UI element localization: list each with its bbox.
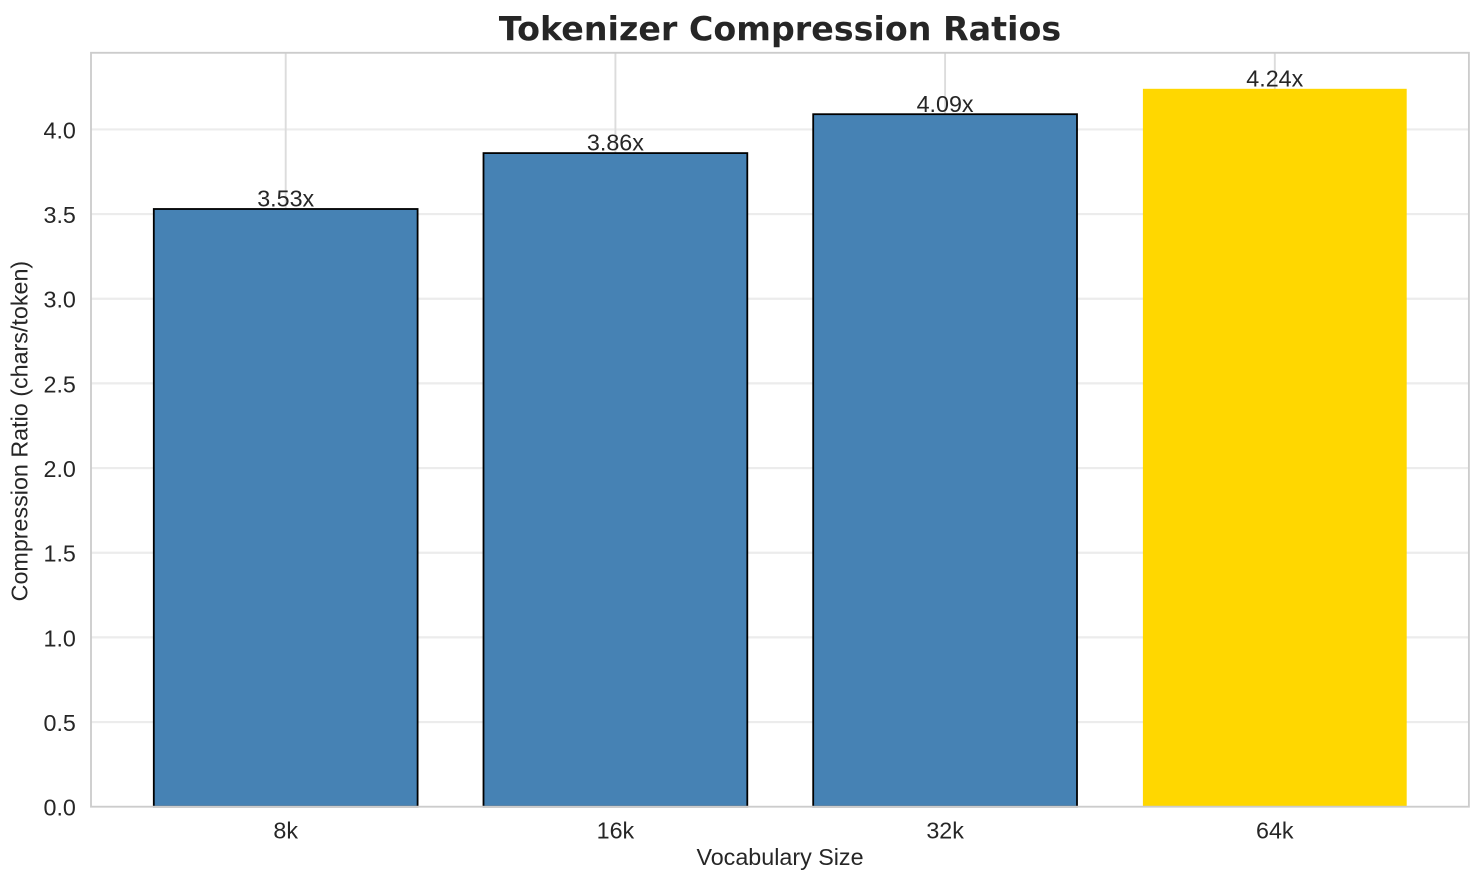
- svg-text:8k: 8k: [273, 818, 298, 844]
- svg-text:1.5: 1.5: [44, 541, 76, 567]
- svg-text:4.09x: 4.09x: [917, 91, 974, 117]
- svg-text:2.0: 2.0: [44, 456, 76, 482]
- svg-text:0.5: 0.5: [44, 710, 76, 736]
- svg-text:32k: 32k: [926, 818, 964, 844]
- svg-text:Vocabulary Size: Vocabulary Size: [696, 844, 863, 870]
- svg-text:4.0: 4.0: [44, 117, 76, 143]
- svg-text:1.0: 1.0: [44, 625, 76, 651]
- svg-text:0.0: 0.0: [44, 795, 76, 821]
- svg-text:4.24x: 4.24x: [1246, 65, 1303, 91]
- svg-text:3.53x: 3.53x: [257, 186, 314, 212]
- svg-text:3.86x: 3.86x: [587, 130, 644, 156]
- svg-text:Compression Ratio (chars/token: Compression Ratio (chars/token): [7, 261, 33, 602]
- svg-text:64k: 64k: [1256, 818, 1294, 844]
- svg-text:2.5: 2.5: [44, 371, 76, 397]
- svg-text:3.0: 3.0: [44, 287, 76, 313]
- svg-text:16k: 16k: [597, 818, 635, 844]
- svg-text:3.5: 3.5: [44, 202, 76, 228]
